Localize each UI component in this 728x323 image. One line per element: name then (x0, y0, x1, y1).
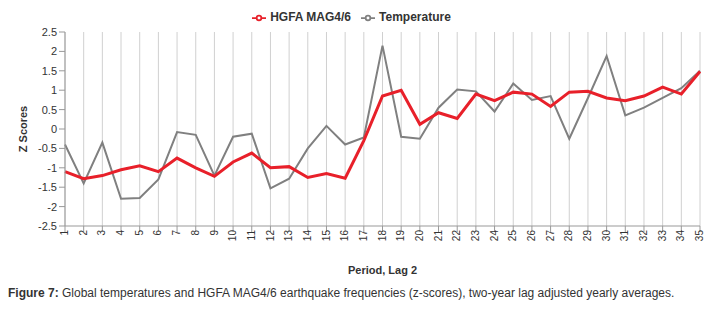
svg-text:35: 35 (694, 230, 705, 242)
svg-text:34: 34 (675, 230, 686, 242)
svg-text:5: 5 (134, 230, 145, 236)
svg-text:13: 13 (283, 230, 294, 242)
svg-text:24: 24 (489, 230, 500, 242)
svg-text:21: 21 (433, 230, 444, 242)
svg-text:27: 27 (545, 230, 556, 242)
svg-text:2: 2 (51, 45, 57, 57)
svg-text:19: 19 (395, 230, 406, 242)
svg-text:1.5: 1.5 (42, 65, 57, 77)
svg-text:-1: -1 (47, 162, 57, 174)
svg-text:30: 30 (601, 230, 612, 242)
svg-text:-2.5: -2.5 (38, 220, 57, 232)
svg-text:28: 28 (563, 230, 574, 242)
svg-text:2: 2 (78, 230, 89, 236)
svg-text:1: 1 (51, 84, 57, 96)
svg-text:32: 32 (638, 230, 649, 242)
svg-text:31: 31 (619, 230, 630, 242)
svg-text:17: 17 (358, 230, 369, 242)
svg-text:-1.5: -1.5 (38, 181, 57, 193)
html-text:HGFA MAG4/6: HGFA MAG4/6 (270, 10, 351, 24)
html-text:Temperature: Temperature (379, 10, 451, 24)
svg-text:6: 6 (152, 230, 163, 236)
svg-text:11: 11 (246, 230, 257, 241)
html-text:Figure 7: Global temperatures: Figure 7: Global temperatures and HGFA M… (8, 286, 675, 300)
svg-text:26: 26 (526, 230, 537, 242)
svg-text:0.5: 0.5 (42, 104, 57, 116)
svg-text:8: 8 (190, 230, 201, 236)
svg-text:7: 7 (171, 230, 182, 236)
svg-text:33: 33 (657, 230, 668, 242)
svg-text:16: 16 (339, 230, 350, 242)
svg-text:3: 3 (96, 230, 107, 236)
svg-text:0: 0 (51, 123, 57, 135)
svg-text:12: 12 (265, 230, 276, 242)
svg-text:Z Scores: Z Scores (17, 106, 29, 152)
svg-text:25: 25 (507, 230, 518, 242)
svg-text:Period, Lag 2: Period, Lag 2 (348, 264, 417, 276)
svg-text:-2: -2 (47, 201, 57, 213)
svg-text:9: 9 (209, 230, 220, 236)
svg-text:2.5: 2.5 (42, 26, 57, 38)
svg-text:-0.5: -0.5 (38, 142, 57, 154)
svg-text:18: 18 (377, 230, 388, 242)
svg-text:29: 29 (582, 230, 593, 242)
svg-text:14: 14 (302, 230, 313, 242)
svg-text:23: 23 (470, 230, 481, 242)
svg-text:15: 15 (321, 230, 332, 242)
svg-text:10: 10 (227, 230, 238, 242)
svg-text:1: 1 (59, 230, 70, 236)
svg-text:20: 20 (414, 230, 425, 242)
svg-text:4: 4 (115, 230, 126, 236)
svg-text:22: 22 (451, 230, 462, 242)
